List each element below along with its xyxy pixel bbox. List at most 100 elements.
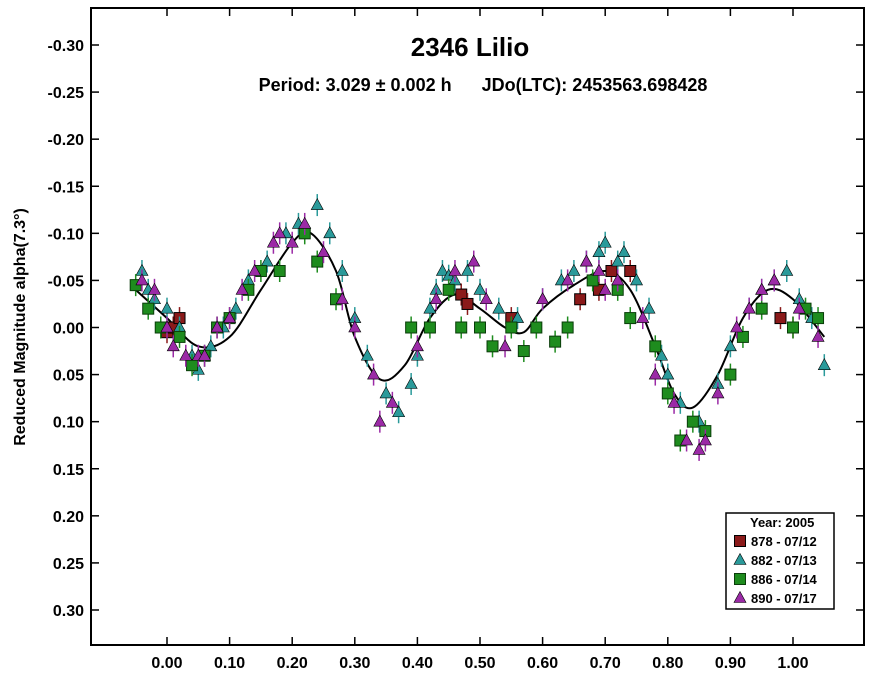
data-point	[536, 292, 550, 305]
data-point	[787, 321, 799, 334]
data-point	[429, 292, 443, 305]
data-point	[617, 245, 631, 257]
data-point	[423, 301, 437, 314]
data-point	[561, 273, 575, 286]
data-point	[549, 335, 562, 348]
y-axis-label: Reduced Magnitude alpha(7.3°)	[12, 208, 29, 446]
data-point	[486, 340, 499, 353]
y-tick-label: 0.20	[53, 509, 84, 526]
legend-item: 882 - 07/13	[733, 552, 817, 568]
data-point	[611, 273, 625, 286]
data-point	[567, 263, 581, 276]
data-point	[648, 367, 662, 380]
data-point	[686, 415, 699, 428]
data-point	[755, 282, 769, 295]
data-point	[698, 433, 712, 446]
x-tick-label: 0.80	[652, 655, 683, 672]
data-point	[423, 321, 436, 334]
x-tick-label: 0.10	[214, 655, 245, 672]
data-point	[335, 263, 349, 276]
data-point	[373, 414, 387, 427]
y-tick-label: -0.25	[48, 85, 85, 102]
data-point	[461, 297, 474, 310]
data-point	[517, 345, 530, 358]
data-point	[811, 329, 825, 342]
fit-curve	[135, 230, 826, 410]
data-point	[586, 274, 599, 287]
data-point	[147, 282, 161, 295]
series-4	[135, 212, 825, 461]
data-point	[467, 254, 481, 267]
x-tick-label: 1.00	[777, 655, 808, 672]
y-tick-label: 0.10	[53, 415, 84, 432]
data-point	[323, 226, 337, 239]
data-point	[611, 254, 625, 267]
data-point	[186, 359, 199, 372]
y-tick-label: -0.10	[48, 226, 85, 243]
data-point	[774, 312, 787, 325]
data-point	[316, 245, 331, 257]
data-point	[310, 197, 324, 210]
data-point	[680, 433, 694, 446]
data-point	[142, 302, 155, 315]
data-point	[160, 320, 174, 333]
data-point	[598, 235, 612, 248]
y-tick-label: 0.25	[53, 556, 84, 573]
legend: Year: 2005 878 - 07/12 882 - 07/13 886 - 0…	[725, 512, 835, 610]
data-point	[198, 348, 212, 361]
legend-label: 886 - 07/14	[751, 572, 818, 587]
data-point	[405, 321, 418, 334]
data-point	[561, 321, 574, 334]
data-point	[266, 235, 280, 248]
data-point	[530, 321, 543, 334]
legend-items: 878 - 07/12 882 - 07/13 886 - 07/14 890 - 0…	[733, 534, 818, 606]
y-tick-label: -0.30	[48, 38, 85, 55]
legend-marker	[734, 573, 746, 585]
data-point	[160, 301, 174, 314]
data-point	[455, 321, 468, 334]
data-point	[460, 263, 474, 276]
data-point	[661, 387, 674, 400]
data-points-group	[129, 194, 831, 461]
data-point	[479, 292, 493, 305]
data-point	[385, 395, 399, 408]
data-point	[379, 386, 393, 399]
legend-marker	[734, 535, 746, 547]
legend-label: 882 - 07/13	[751, 553, 817, 568]
data-point	[792, 301, 806, 314]
data-point	[392, 405, 406, 418]
x-tick-label: 0.90	[715, 655, 746, 672]
data-point	[223, 310, 237, 323]
data-point	[755, 302, 768, 315]
data-point	[204, 339, 218, 352]
y-tick-label: 0.05	[53, 368, 84, 385]
legend-marker	[733, 590, 747, 603]
data-point	[360, 348, 374, 361]
data-point	[410, 339, 424, 352]
x-tick-label: 0.30	[339, 655, 370, 672]
data-point	[661, 367, 675, 380]
x-tick-label: 0.50	[464, 655, 495, 672]
data-point	[636, 310, 650, 323]
data-point	[448, 263, 462, 276]
data-point	[724, 368, 737, 381]
data-point	[649, 340, 662, 353]
data-point	[455, 288, 468, 301]
data-point	[579, 254, 593, 267]
data-point	[736, 330, 749, 343]
data-point	[210, 320, 224, 333]
data-point	[367, 367, 381, 380]
data-point	[273, 226, 287, 239]
data-point	[273, 265, 286, 277]
data-point	[655, 348, 669, 361]
chart-subtitle: Period: 3.029 ± 0.002 h JDo(LTC): 245356…	[259, 75, 708, 95]
data-point	[298, 216, 312, 229]
data-point	[348, 320, 362, 333]
x-tick-label: 0.00	[151, 655, 182, 672]
data-point	[574, 293, 587, 306]
x-tick-label: 0.20	[277, 655, 308, 672]
data-point	[492, 301, 506, 314]
data-point	[624, 265, 637, 277]
y-tick-label: -0.15	[48, 179, 85, 196]
